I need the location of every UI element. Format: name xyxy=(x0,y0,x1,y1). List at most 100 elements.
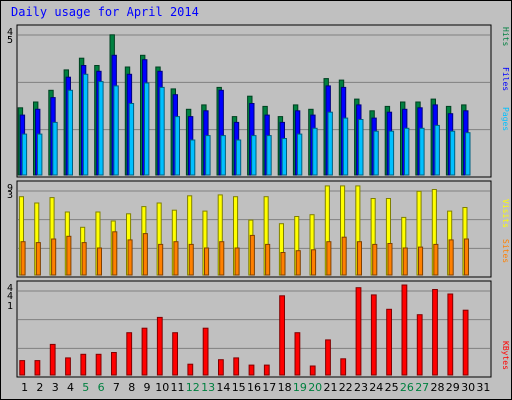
x-tick-label-day-29: 29 xyxy=(446,381,460,394)
bar-panel2-s2-day-2 xyxy=(35,242,41,276)
y-tick-label: 9 xyxy=(7,183,13,194)
bar-panel3-s1-day-21 xyxy=(325,339,331,376)
bar-panel3-s1-day-16 xyxy=(248,364,255,376)
y-tick-label: 5 xyxy=(7,35,13,46)
bar-panel3-s1-day-19 xyxy=(294,332,301,376)
bar-panel2-s2-day-23 xyxy=(356,241,362,276)
legend-label-pages: Pages xyxy=(501,107,510,131)
x-tick-label-day-12: 12 xyxy=(186,381,200,394)
bar-panel3-s1-day-18 xyxy=(279,295,286,376)
bar-panel1-s3-day-3 xyxy=(52,121,58,176)
bar-panel3-s1-day-5 xyxy=(80,353,87,376)
y-tick-label: 4 xyxy=(7,27,13,38)
bar-panel2-s2-day-25 xyxy=(387,243,393,276)
bar-panel1-s3-day-16 xyxy=(251,135,257,176)
bar-panel3-s1-day-13 xyxy=(202,327,209,376)
bar-panel1-s3-day-24 xyxy=(373,130,379,176)
x-tick-label-day-21: 21 xyxy=(324,381,338,394)
bar-panel2-s2-day-15 xyxy=(234,247,240,276)
bar-panel1-s3-day-8 xyxy=(128,103,135,176)
bar-panel1-s3-day-23 xyxy=(358,119,364,176)
bar-panel2-s2-day-28 xyxy=(433,243,439,276)
bar-panel3-s1-day-15 xyxy=(233,357,240,376)
bar-panel3-s1-day-3 xyxy=(49,343,56,376)
bar-panel2-s2-day-8 xyxy=(127,239,133,276)
legend-label-kbytes: KBytes xyxy=(501,341,510,370)
x-tick-label-day-20: 20 xyxy=(308,381,322,394)
x-tick-label-day-15: 15 xyxy=(232,381,246,394)
x-tick-label-day-23: 23 xyxy=(354,381,368,394)
x-tick-label-day-4: 4 xyxy=(67,381,74,394)
bar-panel3-s1-day-11 xyxy=(172,332,178,376)
bar-panel1-s3-day-30 xyxy=(465,132,471,176)
bar-panel1-s3-day-26 xyxy=(404,127,410,176)
bar-panel1-s3-day-27 xyxy=(419,127,425,176)
x-tick-label-day-25: 25 xyxy=(385,381,399,394)
x-tick-label-day-22: 22 xyxy=(339,381,353,394)
bar-panel3-s1-day-12 xyxy=(187,363,194,376)
bar-panel3-s1-day-25 xyxy=(386,308,393,376)
x-tick-label-day-7: 7 xyxy=(113,381,120,394)
bar-panel2-s2-day-14 xyxy=(219,241,225,276)
bar-panel3-s1-day-23 xyxy=(355,287,362,376)
bar-panel2-s2-day-22 xyxy=(341,236,347,276)
bar-panel1-s3-day-7 xyxy=(113,85,119,176)
x-tick-label-day-1: 1 xyxy=(21,381,28,394)
bar-panel2-s2-day-16 xyxy=(249,234,255,276)
x-tick-label-day-14: 14 xyxy=(216,381,230,394)
bar-panel1-s3-day-11 xyxy=(174,116,181,176)
bar-panel1-s3-day-22 xyxy=(342,117,349,176)
x-tick-label-day-2: 2 xyxy=(36,381,43,394)
bar-panel2-s2-day-18 xyxy=(280,252,286,276)
bar-panel1-s3-day-12 xyxy=(189,139,196,176)
x-tick-label-day-31: 31 xyxy=(476,381,490,394)
bar-panel1-s3-day-29 xyxy=(449,130,456,176)
bar-panel3-s1-day-28 xyxy=(432,289,438,376)
x-tick-label-day-9: 9 xyxy=(144,381,151,394)
bar-panel3-s1-day-26 xyxy=(401,284,408,376)
x-tick-label-day-10: 10 xyxy=(155,381,169,394)
bar-panel2-s2-day-5 xyxy=(81,242,87,276)
bar-panel3-s1-day-24 xyxy=(370,294,377,376)
bar-panel3-s1-day-1 xyxy=(19,360,26,376)
bar-panel3-s1-day-4 xyxy=(65,357,71,376)
x-tick-label-day-30: 30 xyxy=(461,381,475,394)
y-tick-label: 3 xyxy=(7,190,13,201)
x-tick-label-day-13: 13 xyxy=(201,381,215,394)
x-tick-label-day-28: 28 xyxy=(431,381,445,394)
x-tick-label-day-27: 27 xyxy=(415,381,429,394)
bar-panel2-s2-day-29 xyxy=(448,239,454,276)
x-tick-label-day-6: 6 xyxy=(98,381,105,394)
bar-panel1-s3-day-6 xyxy=(98,81,104,176)
bar-panel3-s1-day-2 xyxy=(34,360,41,376)
bar-panel2-s2-day-19 xyxy=(295,250,301,276)
x-tick-label-day-11: 11 xyxy=(171,381,185,394)
bar-panel3-s1-day-17 xyxy=(263,364,270,376)
bar-panel1-s3-day-10 xyxy=(159,86,165,176)
y-tick-label: 1 xyxy=(7,301,13,312)
bar-panel2-s2-day-6 xyxy=(96,247,103,276)
x-tick-label-day-16: 16 xyxy=(247,381,261,394)
bar-panel2-s2-day-7 xyxy=(112,231,118,276)
x-tick-label-day-17: 17 xyxy=(262,381,276,394)
bar-panel3-s1-day-27 xyxy=(416,314,423,376)
bar-panel3-s1-day-22 xyxy=(340,358,347,376)
x-tick-label-day-8: 8 xyxy=(128,381,135,394)
x-tick-label-day-5: 5 xyxy=(82,381,89,394)
bar-panel2-s2-day-10 xyxy=(158,243,164,276)
bar-panel3-s1-day-29 xyxy=(447,293,454,376)
legend-label-visits: Visits xyxy=(501,199,510,228)
bar-panel2-s2-day-17 xyxy=(265,243,271,276)
bar-panel1-s3-day-21 xyxy=(327,111,333,176)
chart-title: Daily usage for April 2014 xyxy=(11,5,199,19)
bar-panel2-s2-day-11 xyxy=(173,241,179,276)
bar-panel2-s2-day-27 xyxy=(418,246,424,276)
bar-panel2-s2-day-24 xyxy=(372,243,378,276)
bar-panel3-s1-day-6 xyxy=(95,353,102,376)
x-tick-label-day-19: 19 xyxy=(293,381,307,394)
bar-panel1-s3-day-20 xyxy=(312,127,318,176)
bar-panel1-s3-day-19 xyxy=(296,133,303,176)
x-tick-label-day-26: 26 xyxy=(400,381,414,394)
legend-label-sites: Sites xyxy=(501,239,510,263)
